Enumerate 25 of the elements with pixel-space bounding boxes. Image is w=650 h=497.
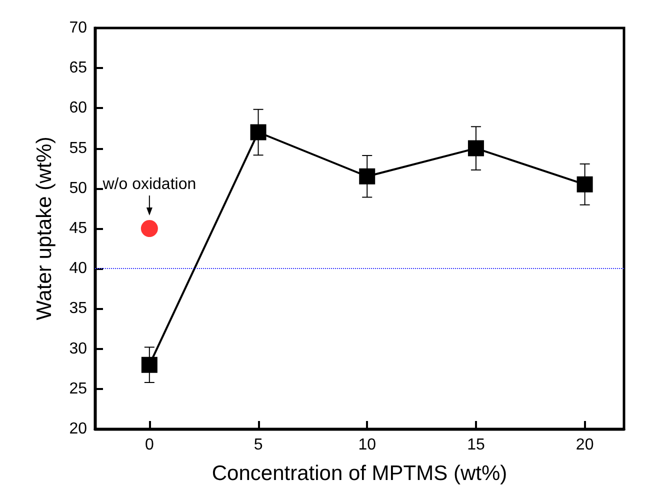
x-tick-label: 10 <box>358 436 376 454</box>
point <box>468 140 484 156</box>
annotation: w/o oxidation <box>102 176 196 193</box>
y-tick-label: 35 <box>69 300 88 318</box>
x-tick-label: 20 <box>576 436 594 454</box>
point <box>140 220 158 237</box>
y-tick-label: 70 <box>69 20 88 36</box>
y-tick-label: 30 <box>69 340 88 358</box>
y-tick-label: 60 <box>69 100 88 117</box>
y-tick-label: 65 <box>69 60 88 77</box>
x-tick-label: 15 <box>467 436 485 454</box>
y-tick-label: 45 <box>69 220 88 237</box>
point <box>359 168 376 184</box>
y-tick-label: 25 <box>69 380 88 398</box>
point <box>250 124 266 140</box>
x-axis-title: Concentration of MPTMS (wt%) <box>212 462 508 485</box>
y-tick-label: 20 <box>69 420 88 438</box>
point <box>141 356 158 373</box>
y-axis-title: Water uptake (wt%) <box>33 136 56 320</box>
y-tick-label: 50 <box>69 180 88 197</box>
point <box>576 176 593 192</box>
x-tick-label: 5 <box>254 436 263 454</box>
x-tick-label: 0 <box>144 436 154 454</box>
y-tick-label: 55 <box>69 140 88 157</box>
y-tick-label: 40 <box>69 260 88 278</box>
